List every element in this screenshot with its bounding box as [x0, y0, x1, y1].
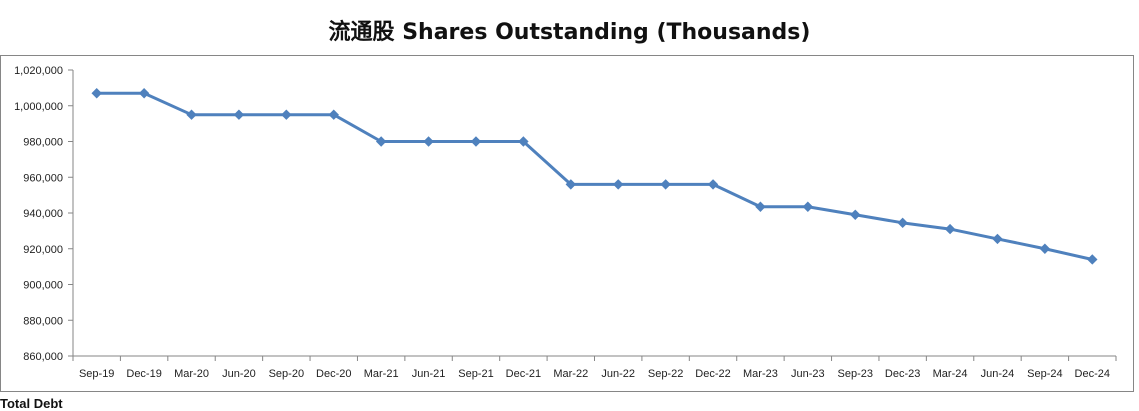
y-axis-ticks: 860,000 880,000 900,000 920,000 940,000 960,0… [14, 65, 73, 363]
data-point [328, 109, 339, 120]
data-point [91, 88, 102, 99]
y-tick-label: 960,000 [23, 172, 63, 184]
series-line [96, 91, 1093, 261]
data-point [1087, 254, 1098, 265]
x-tick-label: Jun-20 [222, 368, 256, 380]
x-tick-label: Dec-24 [1075, 368, 1110, 380]
y-tick-label: 1,020,000 [14, 65, 63, 77]
data-point [755, 201, 766, 212]
y-tick-label: 980,000 [23, 137, 63, 149]
data-point [423, 136, 434, 147]
data-point [660, 179, 671, 190]
x-tick-label: Dec-23 [885, 368, 920, 380]
y-tick-label: 860,000 [23, 351, 63, 363]
x-tick-label: Jun-22 [601, 368, 635, 380]
y-tick-label: 920,000 [23, 244, 63, 256]
data-point [281, 109, 292, 120]
x-tick-label: Mar-21 [364, 368, 399, 380]
data-point [850, 209, 861, 220]
chart-axes [72, 70, 1116, 357]
x-axis-ticks: Sep-19 Dec-19 Mar-20 Jun-20 Sep-20 Dec-20 Mar-… [72, 356, 1117, 380]
x-tick-label: Jun-23 [791, 368, 825, 380]
data-point [470, 136, 482, 147]
y-tick-label: 880,000 [23, 315, 63, 327]
data-point [612, 179, 624, 190]
data-point [138, 88, 150, 99]
x-tick-label: Dec-22 [695, 368, 730, 380]
x-tick-label: Dec-19 [126, 368, 161, 380]
data-point [802, 201, 814, 212]
x-tick-label: Mar-22 [553, 368, 588, 380]
y-tick-label: 940,000 [23, 208, 63, 220]
data-point [944, 223, 956, 235]
x-tick-label: Mar-20 [174, 368, 209, 380]
x-tick-label: Sep-24 [1027, 368, 1062, 380]
data-point [565, 179, 577, 190]
x-tick-label: Dec-21 [506, 368, 541, 380]
y-tick-label: 1,000,000 [14, 101, 63, 113]
x-tick-label: Sep-20 [269, 368, 304, 380]
x-tick-label: Sep-23 [838, 368, 873, 380]
y-tick-label: 900,000 [23, 280, 63, 292]
x-tick-label: Mar-23 [743, 368, 778, 380]
next-chart-title-cut: Total Debt [0, 396, 63, 411]
series-shares-outstanding [91, 88, 1098, 265]
x-tick-label: Dec-20 [316, 368, 351, 380]
plot-border [0, 55, 1134, 392]
data-point [518, 136, 529, 147]
data-point [707, 179, 719, 190]
x-tick-label: Sep-21 [458, 368, 493, 380]
x-tick-label: Sep-19 [79, 368, 114, 380]
data-point [375, 136, 387, 147]
x-tick-label: Sep-22 [648, 368, 683, 380]
x-tick-label: Jun-24 [981, 368, 1015, 380]
x-tick-label: Mar-24 [933, 368, 968, 380]
data-point [233, 109, 245, 120]
data-point [186, 109, 197, 120]
x-tick-label: Jun-21 [412, 368, 446, 380]
data-point [1039, 243, 1051, 254]
data-point [897, 217, 908, 229]
data-point [992, 233, 1003, 245]
chart-title: 流通股 Shares Outstanding (Thousands) [328, 20, 811, 45]
